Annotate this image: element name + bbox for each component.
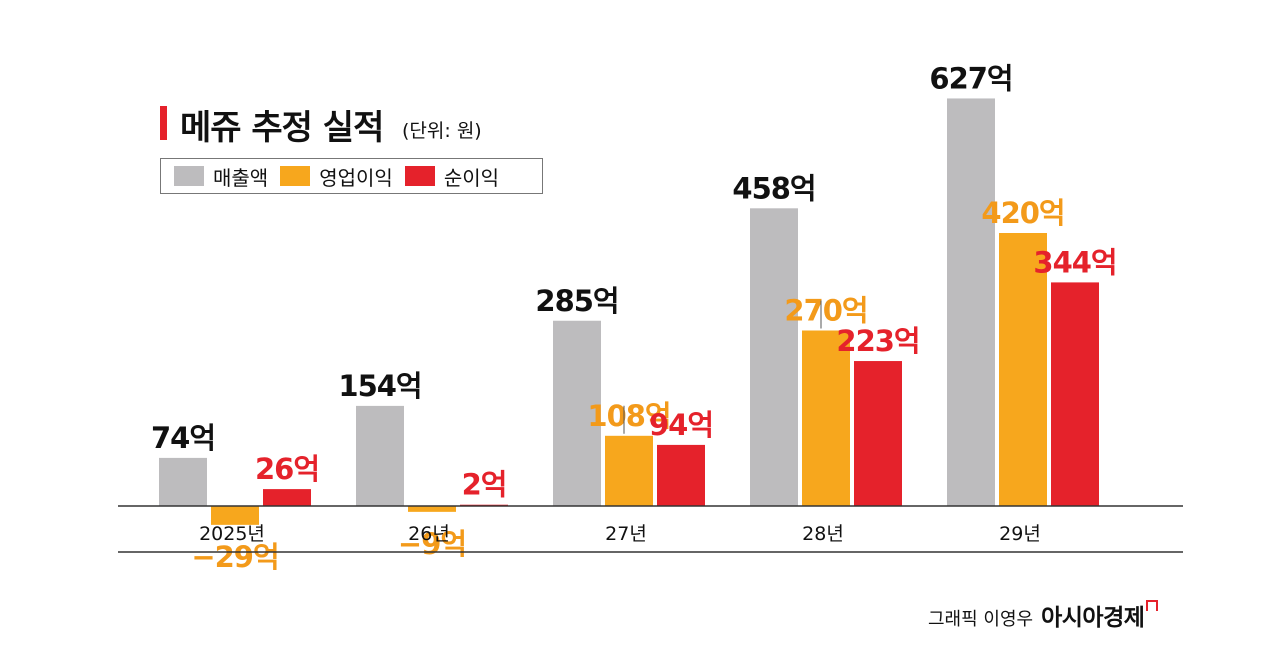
bar-net-income-2 (657, 444, 705, 506)
category-label-2: 27년 (605, 523, 647, 545)
credit-author: 그래픽 이영우 (928, 609, 1034, 630)
data-label-net-income-3: 223억 (836, 324, 919, 358)
chart-unit: (단위: 원) (402, 120, 482, 142)
credit: 그래픽 이영우 아시아경제 (928, 598, 1159, 632)
brand-logo-mark (1146, 600, 1159, 611)
data-label-net-income-4: 344억 (1033, 245, 1116, 279)
data-label-revenue-2: 285억 (535, 284, 618, 318)
data-label-revenue-0: 74억 (151, 421, 215, 455)
data-label-operating-profit-3: 270억 (784, 294, 867, 328)
data-label-operating-profit-2: 108억 (587, 399, 670, 433)
data-label-revenue-3: 458억 (732, 171, 815, 205)
data-label-net-income-2: 94억 (649, 408, 713, 442)
category-label-0: 2025년 (199, 523, 265, 545)
data-label-operating-profit-1: −9억 (398, 527, 466, 561)
legend-swatch-operating-profit (280, 166, 311, 186)
data-label-net-income-0: 26억 (255, 452, 319, 486)
legend-label-operating-profit: 영업이익 (319, 165, 393, 190)
bar-revenue-0 (159, 457, 207, 506)
bar-net-income-0 (263, 489, 311, 506)
category-label-4: 29년 (999, 523, 1041, 545)
credit-brand: 아시아경제 (1041, 605, 1145, 631)
legend-label-revenue: 매출액 (213, 165, 269, 190)
bar-operating-profit-3 (802, 330, 850, 506)
bar-net-income-4 (1051, 282, 1099, 506)
legend-item-revenue: 매출액 (174, 162, 268, 191)
legend-label-net-income: 순이익 (443, 165, 500, 190)
legend-item-net-income: 순이익 (404, 162, 500, 191)
data-label-net-income-1: 2억 (462, 468, 507, 502)
legend-item-operating-profit: 영업이익 (280, 162, 393, 191)
bar-revenue-3 (750, 208, 798, 507)
bar-operating-profit-4 (999, 233, 1047, 506)
category-label-3: 28년 (802, 523, 844, 545)
legend-swatch-revenue (174, 166, 204, 186)
legend-swatch-net-income (404, 166, 435, 186)
bar-revenue-1 (356, 405, 404, 506)
category-label-1: 26년 (408, 523, 450, 545)
data-label-operating-profit-0: −29억 (191, 540, 278, 574)
bar-operating-profit-2 (605, 435, 653, 506)
title-accent-bar (160, 106, 167, 140)
bar-operating-profit-0 (211, 506, 259, 525)
bar-revenue-4 (947, 98, 995, 506)
bar-net-income-3 (854, 361, 902, 506)
legend: 매출액 영업이익 순이익 (160, 158, 543, 194)
data-label-revenue-4: 627억 (929, 61, 1012, 95)
data-label-revenue-1: 154억 (338, 369, 421, 403)
data-label-operating-profit-4: 420억 (981, 196, 1064, 230)
chart-title: 메쥬 추정 실적 (180, 108, 384, 148)
bar-revenue-2 (553, 320, 601, 506)
bar-operating-profit-1 (408, 506, 456, 512)
